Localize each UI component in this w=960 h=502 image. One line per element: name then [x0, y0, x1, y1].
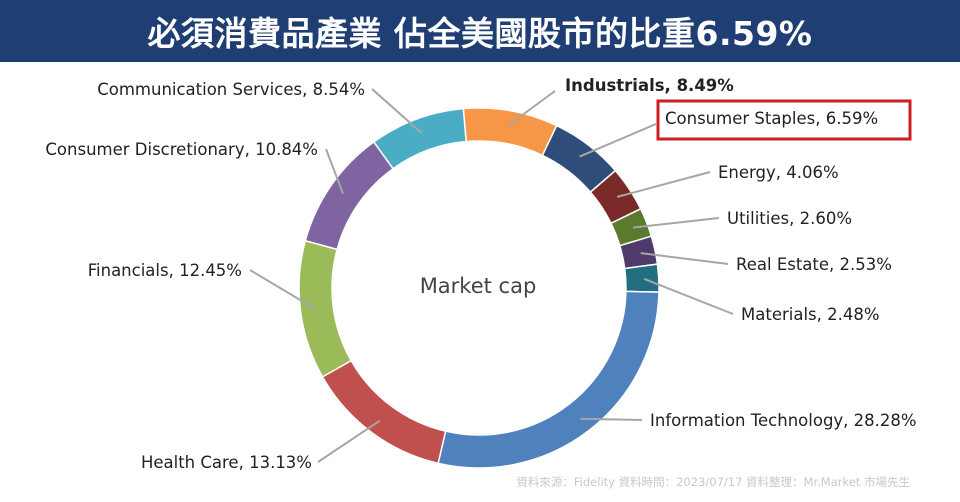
leader-lines: [249, 88, 734, 463]
leader-line: [249, 269, 316, 310]
leader-line: [317, 419, 381, 463]
slice-information-technology: [437, 290, 660, 469]
leader-line: [643, 277, 734, 315]
highlight-box: [656, 99, 912, 141]
leader-line: [616, 171, 711, 198]
slice-label: Industrials, 8.49%: [565, 76, 734, 95]
slice-financials: [298, 239, 353, 378]
leader-line: [580, 417, 643, 421]
chart-title: 必須消費品產業 佔全美國股市的比重6.59%: [147, 14, 813, 53]
slice-labels: Industrials, 8.49% Consumer Staples, 6.59…: [45, 76, 916, 472]
leader-line: [371, 88, 423, 134]
leader-line: [632, 217, 720, 229]
slice-health-care: [321, 359, 447, 465]
slice-label: Materials, 2.48%: [741, 305, 880, 324]
donut-slices: [298, 107, 660, 469]
donut-chart: Industrials, 8.49% Consumer Staples, 6.59…: [45, 76, 916, 472]
slice-label: Information Technology, 28.28%: [650, 411, 917, 430]
slice-communication-services: [372, 107, 468, 170]
slice-label: Communication Services, 8.54%: [97, 80, 365, 99]
leader-line: [579, 123, 657, 158]
slice-label: Financials, 12.45%: [88, 261, 242, 280]
slice-materials: [623, 263, 660, 293]
slice-industrials: [462, 107, 558, 157]
slice-label: Real Estate, 2.53%: [736, 255, 892, 274]
center-label: Market cap: [420, 274, 537, 298]
slice-consumer-discretionary: [304, 140, 395, 251]
title-bar: 必須消費品產業 佔全美國股市的比重6.59%: [0, 0, 960, 62]
leader-line: [325, 148, 344, 195]
slice-label: Energy, 4.06%: [718, 163, 839, 182]
slice-label: Consumer Staples, 6.59%: [665, 109, 878, 128]
slice-label: Health Care, 13.13%: [141, 453, 312, 472]
source-note: 資料來源：Fidelity 資料時間：2023/07/17 資料整理：Mr.Ma…: [516, 475, 910, 489]
leader-line: [640, 252, 729, 265]
slice-label: Utilities, 2.60%: [727, 209, 852, 228]
slice-label: Consumer Discretionary, 10.84%: [45, 140, 318, 159]
leader-line: [507, 90, 556, 126]
